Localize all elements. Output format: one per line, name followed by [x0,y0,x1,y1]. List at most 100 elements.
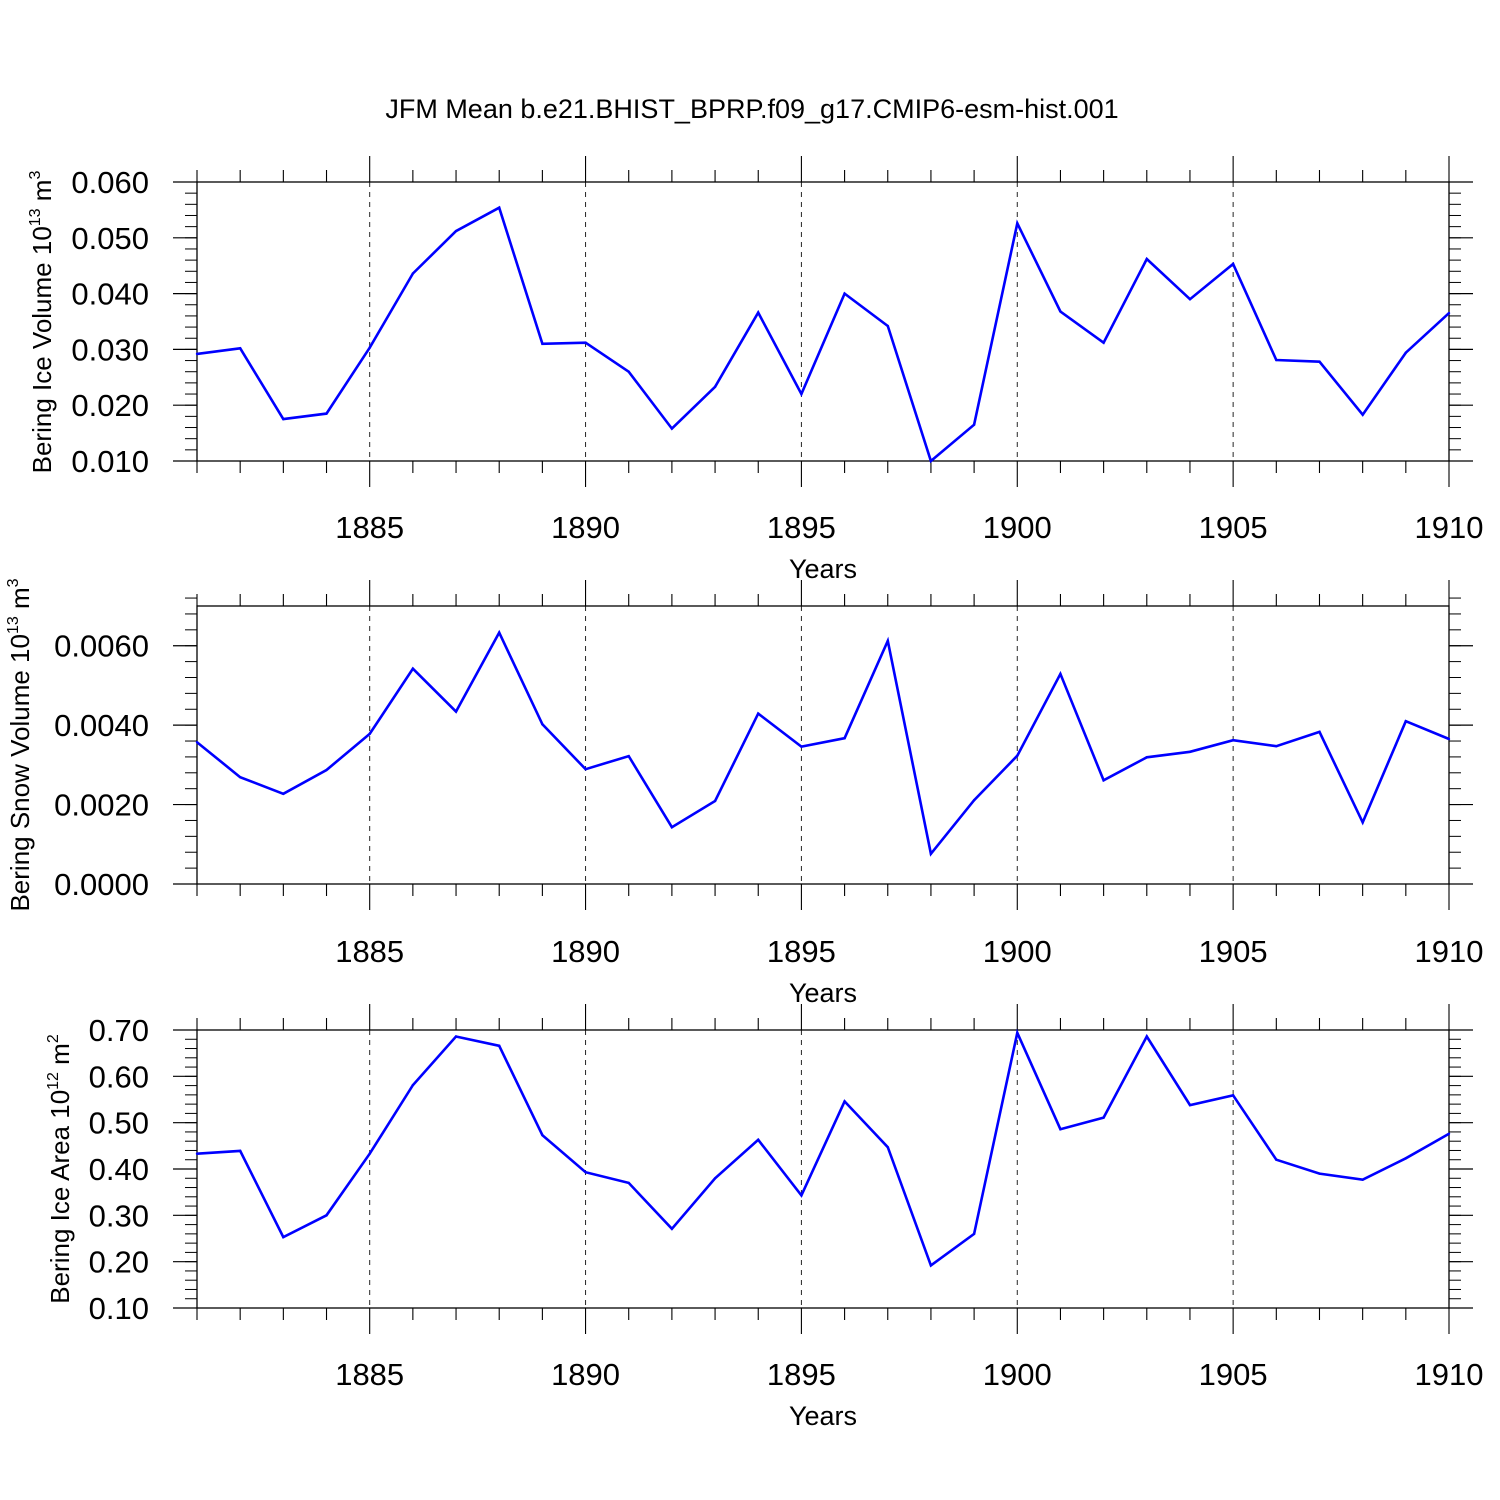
y-tick-label: 0.50 [89,1106,149,1141]
y-tick-label: 0.050 [71,221,149,256]
data-point [800,1194,803,1197]
data-point [800,392,803,396]
data-point [1188,750,1192,753]
data-point [454,1035,458,1038]
data-point [1318,1172,1321,1175]
data-point [670,1227,674,1230]
y-tick-label: 0.10 [89,1291,149,1326]
data-point [282,417,285,421]
data-point [1275,1158,1278,1161]
y-axis-label: Bering Snow Volume 1013 m3 [5,578,35,911]
data-point [1145,257,1148,261]
y-tick-label: 0.60 [89,1059,149,1094]
plot-frame [196,605,1450,885]
data-point [843,1100,846,1103]
data-point [411,272,415,275]
data-point [843,292,846,295]
data-point [498,1044,501,1047]
y-tick-label: 0.030 [71,332,149,367]
data-point [238,1149,242,1153]
data-point [411,1083,415,1087]
data-point [627,370,630,373]
data-point [1016,222,1019,225]
x-tick-label: 1905 [1199,1357,1268,1392]
data-point [1231,1094,1235,1097]
data-point [757,1138,760,1142]
chart-title: JFM Mean b.e21.BHIST_BPRP.f09_g17.CMIP6-… [385,94,1118,124]
x-axis-label: Years [789,978,857,1008]
y-axis-label: Bering Ice Area 1012 m2 [45,1034,75,1304]
y-tick-label: 0.20 [89,1245,149,1280]
x-tick-label: 1895 [767,934,836,969]
data-point [454,229,458,233]
y-tick-label: 0.060 [71,165,149,200]
data-point [1447,737,1451,741]
data-point [1145,1035,1148,1038]
data-point [670,826,674,829]
data-point [713,1177,717,1180]
data-point [929,1264,933,1267]
x-tick-label: 1900 [983,510,1052,545]
data-point [1231,739,1235,742]
y-axis-label: Bering Ice Volume 1013 m3 [27,171,57,474]
data-point [541,723,544,726]
x-tick-label: 1910 [1415,1357,1484,1392]
data-point [368,732,371,736]
data-point [325,768,328,772]
panel-2: 0.0000 0.0020 0.0040 0.0060 1885 1890 1895 1900… [5,578,1483,1008]
data-point [972,1232,976,1236]
data-point [1188,297,1192,301]
panels-container: 0.010 0.020 0.030 0.040 0.050 0.060 1885 1890 18… [5,156,1483,1431]
data-point [238,775,242,779]
data-point [972,799,976,802]
data-point [195,741,199,744]
x-tick-label: 1905 [1199,510,1268,545]
data-point [1404,719,1408,723]
panel-3: 0.10 0.20 0.30 0.40 0.50 0.60 0.70 1885 1890 1895… [45,1004,1483,1431]
data-point [498,206,501,209]
data-point [1059,310,1062,313]
data-point [238,347,242,350]
data-point [886,639,889,643]
data-point [1318,360,1321,363]
x-tick-label: 1890 [551,1357,620,1392]
data-point [454,710,458,713]
y-tick-label: 0.40 [89,1152,149,1187]
y-tick-label: 0.0020 [54,788,149,823]
data-point [584,768,587,771]
x-tick-label: 1885 [335,934,404,969]
x-tick-label: 1900 [983,1357,1052,1392]
data-point [195,352,199,356]
data-point [627,1181,630,1185]
data-point [195,1152,199,1155]
data-point [282,1235,285,1239]
data-point [713,385,717,388]
data-point [498,631,501,634]
data-point [1404,351,1408,354]
data-point [1361,1178,1364,1181]
data-point [757,311,760,314]
data-point [1059,1127,1062,1131]
data-point [1447,311,1451,315]
data-point [411,667,415,670]
y-tick-label: 0.30 [89,1198,149,1233]
data-point [1447,1132,1451,1135]
data-point [584,1171,587,1174]
data-point [1188,1103,1192,1107]
data-point [541,1133,544,1137]
x-tick-label: 1905 [1199,934,1268,969]
data-point [1102,1116,1105,1119]
x-tick-label: 1885 [335,1357,404,1392]
data-point [757,712,760,715]
y-tick-label: 0.040 [71,277,149,312]
y-tick-label: 0.70 [89,1013,149,1048]
x-tick-label: 1895 [767,1357,836,1392]
x-axis-label: Years [789,1401,857,1431]
y-tick-label: 0.0040 [54,708,149,743]
data-point [368,1152,371,1155]
data-point [1404,1157,1408,1160]
data-point [1318,730,1321,734]
data-point [1361,821,1364,824]
data-point [282,792,285,796]
